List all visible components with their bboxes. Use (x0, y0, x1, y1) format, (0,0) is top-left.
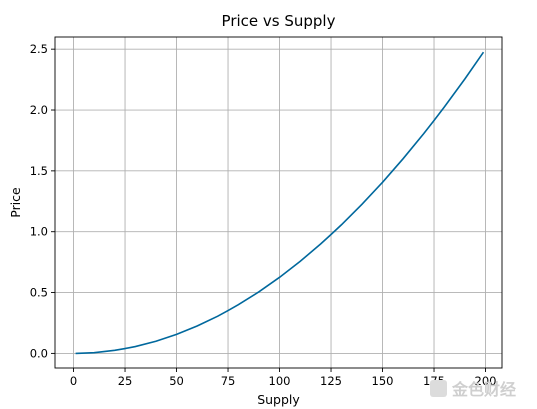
y-tick-label: 0.5 (30, 286, 48, 300)
chart-title: Price vs Supply (222, 12, 336, 30)
y-tick-label: 0.0 (30, 346, 48, 360)
grid (55, 37, 502, 368)
watermark-text: 金色财经 (451, 380, 516, 399)
x-tick-label: 25 (118, 374, 133, 388)
x-tick-label: 50 (169, 374, 184, 388)
x-tick-label: 75 (221, 374, 236, 388)
series-line (75, 51, 485, 355)
watermark-icon (430, 380, 447, 397)
x-tick-label: 150 (372, 374, 394, 388)
x-axis-label: Supply (257, 392, 300, 407)
series-layer (75, 51, 485, 355)
x-tick-label: 200 (475, 374, 497, 388)
y-tick-label: 1.5 (30, 164, 48, 178)
y-tick-label: 1.0 (30, 225, 48, 239)
x-tick-label: 100 (269, 374, 291, 388)
y-axis-label: Price (8, 187, 23, 218)
plot-frame (54, 36, 503, 369)
x-tick-label: 125 (320, 374, 342, 388)
watermark-logo: 金色财经 (430, 380, 516, 399)
x-tick-label: 0 (70, 374, 77, 388)
y-tick-label: 2.0 (30, 103, 48, 117)
y-tick-label: 2.5 (30, 42, 48, 56)
ticks: 02550751001251501752000.00.51.01.52.02.5 (30, 42, 497, 388)
